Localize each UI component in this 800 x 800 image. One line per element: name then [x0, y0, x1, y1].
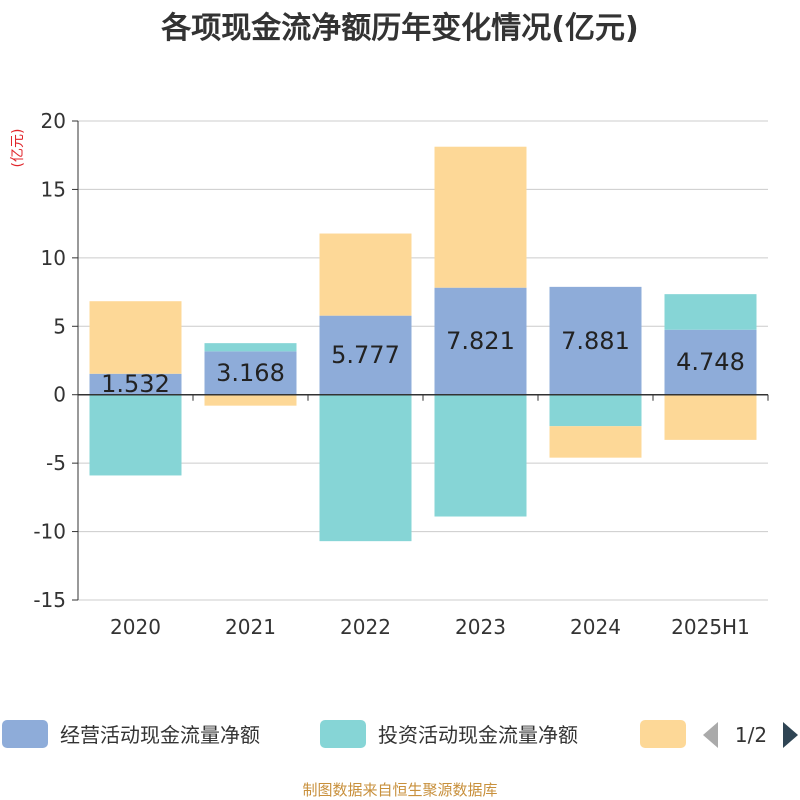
x-tick-label: 2025H1	[671, 615, 750, 639]
data-labels: 1.532 3.168 5.777 7.821 7.881 4.748	[101, 327, 745, 398]
bar-series3-2020[interactable]	[89, 301, 182, 374]
data-label: 5.777	[331, 341, 400, 369]
y-tick-label: 10	[41, 246, 66, 270]
y-tick-label: -10	[33, 520, 66, 544]
x-axis-ticks: 2020 2021 2022 2023 2024 2025H1	[110, 615, 750, 639]
y-tick-label: -15	[33, 588, 66, 612]
y-tick-label: 5	[53, 314, 66, 338]
bar-series2-2025H1[interactable]	[664, 294, 757, 330]
data-label: 4.748	[676, 348, 745, 376]
grid-lines	[78, 120, 768, 601]
y-tick-label: -5	[46, 451, 66, 475]
bar-series3-2022[interactable]	[319, 233, 412, 316]
bar-series1-2025H1[interactable]	[664, 329, 757, 395]
legend-label: 投资活动现金流量净额	[378, 723, 578, 747]
legend: 经营活动现金流量净额 投资活动现金流量净额	[2, 720, 686, 748]
data-label: 7.821	[446, 327, 515, 355]
chart-title: 各项现金流净额历年变化情况(亿元)	[160, 11, 638, 46]
y-unit-label: (亿元)	[10, 129, 26, 168]
bar-series2-2021[interactable]	[204, 343, 297, 352]
bar-series1-2024[interactable]	[549, 286, 642, 395]
bar-series3-2021[interactable]	[204, 394, 297, 406]
y-axis-ticks: 20 15 10 5 0 -5 -10 -15	[33, 109, 78, 612]
legend-item-3[interactable]	[640, 720, 686, 748]
bar-series3-2024[interactable]	[549, 426, 642, 458]
x-tick-label: 2024	[570, 615, 621, 639]
legend-swatch	[640, 720, 686, 748]
legend-pager: 1/2	[703, 722, 798, 748]
axes	[77, 121, 769, 600]
bar-series2-2022[interactable]	[319, 394, 412, 542]
source-note: 制图数据来自恒生聚源数据库	[302, 781, 497, 799]
bar-series1-2020[interactable]	[89, 373, 182, 395]
legend-item-1[interactable]: 经营活动现金流量净额	[2, 720, 260, 748]
data-label: 3.168	[216, 359, 285, 387]
bar-series2-2023[interactable]	[434, 394, 527, 517]
pager-count: 1/2	[735, 723, 767, 747]
data-label: 1.532	[101, 370, 170, 398]
bar-series3-2023[interactable]	[434, 146, 527, 288]
bar-series2-2020[interactable]	[89, 394, 182, 476]
y-tick-label: 20	[41, 109, 66, 133]
y-tick-label: 15	[41, 177, 66, 201]
legend-item-2[interactable]: 投资活动现金流量净额	[320, 720, 578, 748]
bar-series1-2022[interactable]	[319, 315, 412, 395]
legend-swatch	[320, 720, 366, 748]
legend-label: 经营活动现金流量净额	[60, 723, 260, 747]
bar-series1-2021[interactable]	[204, 351, 297, 395]
x-tick-label: 2021	[225, 615, 276, 639]
x-tick-label: 2020	[110, 615, 161, 639]
bar-series2-2024[interactable]	[549, 394, 642, 427]
y-tick-label: 0	[53, 383, 66, 407]
legend-swatch	[2, 720, 48, 748]
bar-series1-2023[interactable]	[434, 287, 527, 395]
bars	[89, 146, 757, 542]
data-label: 7.881	[561, 327, 630, 355]
bar-series3-2025H1[interactable]	[664, 394, 757, 440]
pager-prev-icon[interactable]	[703, 722, 718, 748]
pager-next-icon[interactable]	[783, 722, 798, 748]
x-tick-label: 2023	[455, 615, 506, 639]
x-tick-label: 2022	[340, 615, 391, 639]
